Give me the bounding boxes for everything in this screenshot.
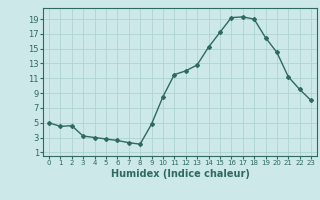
X-axis label: Humidex (Indice chaleur): Humidex (Indice chaleur) bbox=[111, 169, 249, 179]
